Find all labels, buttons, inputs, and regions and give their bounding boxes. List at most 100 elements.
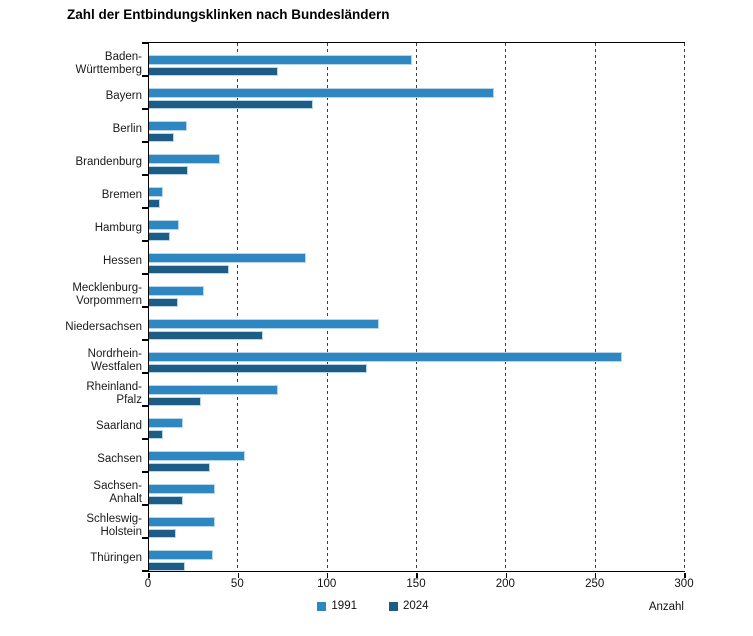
bar-1991-10 bbox=[149, 385, 278, 395]
bar-2024-2 bbox=[149, 132, 174, 142]
bar-1991-8 bbox=[149, 319, 380, 329]
bar-1991-15 bbox=[149, 550, 214, 560]
legend-item-1991: 1991 bbox=[317, 600, 357, 612]
bar-1991-11 bbox=[149, 418, 183, 428]
bar-2024-0 bbox=[149, 66, 278, 76]
bar-1991-12 bbox=[149, 451, 246, 461]
y-tick-1 bbox=[141, 75, 148, 77]
category-label-4: Bremen bbox=[101, 189, 142, 202]
category-label-12: Sachsen bbox=[97, 453, 142, 466]
gridline-150 bbox=[416, 43, 417, 571]
bar-1991-6 bbox=[149, 253, 307, 263]
bar-2024-13 bbox=[149, 495, 183, 505]
gridline-50 bbox=[237, 43, 239, 571]
x-tick-label-200: 200 bbox=[495, 578, 515, 590]
x-tick-label-100: 100 bbox=[317, 578, 337, 590]
category-label-0: Baden- Württemberg bbox=[75, 50, 142, 76]
y-tick-5 bbox=[141, 207, 148, 209]
category-label-9: Nordrhein- Westfalen bbox=[87, 347, 142, 373]
bar-row-3 bbox=[149, 142, 685, 175]
gridline-250 bbox=[594, 43, 596, 571]
chart-title: Zahl der Entbindungsklinken nach Bundesl… bbox=[67, 7, 390, 22]
y-tick-0 bbox=[141, 42, 148, 44]
bar-2024-1 bbox=[149, 99, 314, 109]
category-label-13: Sachsen- Anhalt bbox=[93, 479, 142, 505]
bar-row-9 bbox=[149, 340, 685, 373]
bar-2024-8 bbox=[149, 330, 264, 340]
bar-1991-7 bbox=[149, 286, 205, 296]
x-tick-label-300: 300 bbox=[674, 578, 694, 590]
bar-2024-5 bbox=[149, 231, 171, 241]
y-tick-12 bbox=[141, 438, 148, 440]
category-label-1: Bayern bbox=[105, 90, 142, 103]
y-tick-6 bbox=[141, 240, 148, 242]
bar-2024-9 bbox=[149, 363, 367, 373]
category-label-11: Saarland bbox=[95, 420, 142, 433]
bar-row-12 bbox=[149, 439, 685, 472]
bar-1991-5 bbox=[149, 220, 180, 230]
plot-area bbox=[141, 42, 686, 578]
bar-row-13 bbox=[149, 472, 685, 505]
category-label-10: Rheinland- Pfalz bbox=[86, 380, 142, 406]
category-label-2: Berlin bbox=[112, 123, 142, 136]
x-tick-label-50: 50 bbox=[230, 578, 244, 590]
bar-row-0 bbox=[149, 43, 685, 76]
bar-row-2 bbox=[149, 109, 685, 142]
bar-row-5 bbox=[149, 208, 685, 241]
x-tick-label-150: 150 bbox=[406, 578, 426, 590]
bar-row-1 bbox=[149, 76, 685, 109]
bar-row-4 bbox=[149, 175, 685, 208]
legend-swatch-1991 bbox=[317, 601, 327, 611]
bar-1991-9 bbox=[149, 352, 623, 362]
bar-row-6 bbox=[149, 241, 685, 274]
x-axis-unit-label: Anzahl bbox=[648, 601, 684, 613]
bar-row-7 bbox=[149, 274, 685, 307]
category-label-8: Niedersachsen bbox=[65, 321, 142, 334]
y-tick-11 bbox=[141, 405, 148, 407]
y-tick-15 bbox=[141, 537, 148, 539]
bar-1991-13 bbox=[149, 484, 216, 494]
x-tick-label-250: 250 bbox=[585, 578, 605, 590]
bar-row-8 bbox=[149, 307, 685, 340]
category-label-6: Hessen bbox=[103, 255, 142, 268]
bar-1991-4 bbox=[149, 187, 164, 197]
y-tick-10 bbox=[141, 372, 148, 374]
bar-2024-11 bbox=[149, 429, 164, 439]
y-tick-16 bbox=[141, 570, 148, 572]
bar-1991-3 bbox=[149, 154, 221, 164]
category-label-5: Hamburg bbox=[94, 222, 142, 235]
bar-1991-0 bbox=[149, 55, 412, 65]
bar-row-15 bbox=[149, 538, 685, 571]
y-tick-13 bbox=[141, 471, 148, 473]
y-tick-7 bbox=[141, 273, 148, 275]
x-tick-250 bbox=[594, 572, 597, 578]
y-tick-2 bbox=[141, 108, 148, 110]
bar-2024-10 bbox=[149, 396, 201, 406]
x-tick-200 bbox=[505, 572, 508, 578]
bar-2024-3 bbox=[149, 165, 189, 175]
bar-2024-14 bbox=[149, 528, 176, 538]
gridline-300 bbox=[684, 43, 685, 571]
category-label-15: Thüringen bbox=[90, 552, 142, 565]
bar-2024-4 bbox=[149, 198, 160, 208]
x-axis-tick-labels: 0 50 100 150 200 250 300 bbox=[144, 578, 694, 593]
y-tick-4 bbox=[141, 174, 148, 176]
category-label-3: Brandenburg bbox=[75, 156, 143, 169]
bar-1991-14 bbox=[149, 517, 216, 527]
y-tick-9 bbox=[141, 339, 148, 341]
y-tick-14 bbox=[141, 504, 148, 506]
gridline-200 bbox=[505, 43, 507, 571]
legend-swatch-2024 bbox=[389, 601, 398, 611]
bar-row-14 bbox=[149, 505, 685, 538]
x-tick-0 bbox=[148, 572, 150, 578]
bar-1991-2 bbox=[149, 121, 187, 131]
legend-label-1991: 1991 bbox=[331, 600, 357, 612]
bar-2024-12 bbox=[149, 462, 210, 472]
gridline-100 bbox=[326, 43, 328, 571]
x-tick-label-0: 0 bbox=[144, 578, 152, 590]
bar-2024-15 bbox=[149, 561, 185, 571]
category-label-7: Mecklenburg- Vorpommern bbox=[72, 281, 142, 307]
x-tick-100 bbox=[326, 572, 329, 578]
legend-label-2024: 2024 bbox=[403, 600, 429, 612]
y-tick-3 bbox=[141, 141, 148, 143]
